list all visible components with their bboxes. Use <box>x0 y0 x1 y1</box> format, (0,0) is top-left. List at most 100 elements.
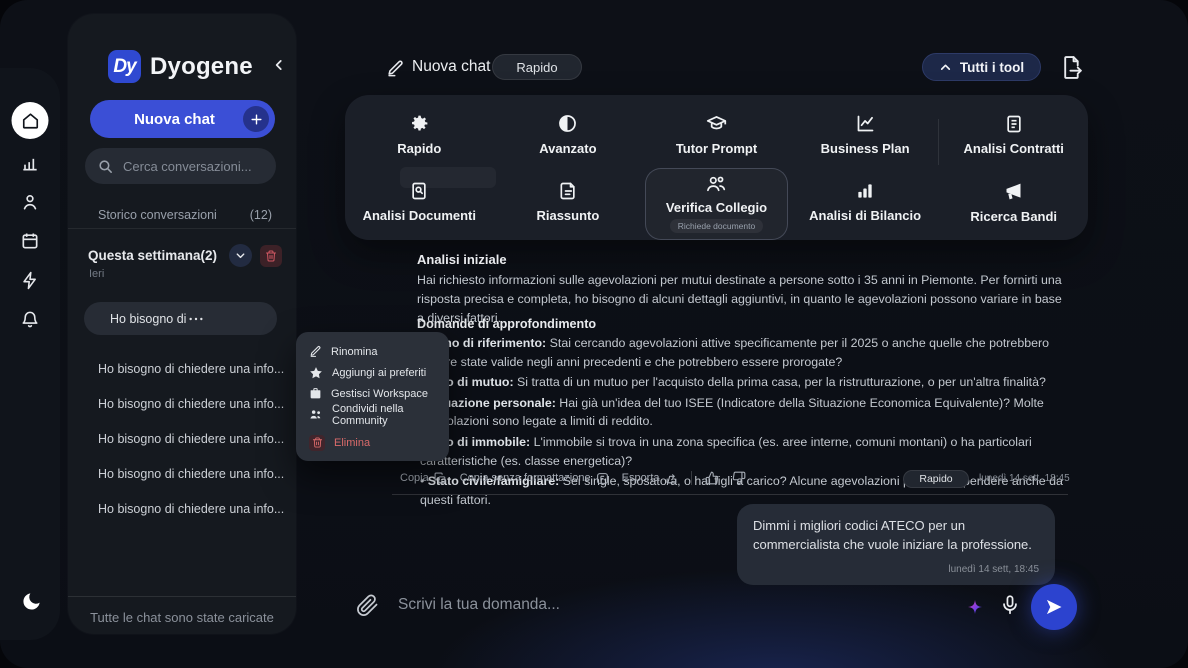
trash-icon <box>309 434 325 451</box>
export-button[interactable]: Esporta <box>622 472 678 485</box>
attach-button[interactable] <box>356 594 379 617</box>
copy-plain-button[interactable]: Copia senza formattazione <box>460 472 609 485</box>
message-timestamp: lunedì 14 sett, 18:45 <box>979 473 1070 484</box>
document-icon <box>558 181 578 201</box>
delete-group-button[interactable] <box>260 244 282 267</box>
tool-label: Avanzato <box>539 141 597 156</box>
menu-item-add-favorites[interactable]: Aggiungi ai preferiti <box>296 362 449 383</box>
thumbs-down-button[interactable] <box>732 471 746 485</box>
user-message-bubble: Dimmi i migliori codici ATECO per un com… <box>737 504 1055 585</box>
analytics-icon <box>20 153 40 173</box>
conversation-item[interactable]: Ho bisogno di chiedere una info... <box>98 502 285 516</box>
search-input[interactable] <box>123 158 299 174</box>
history-row: Storico conversazioni (12) <box>98 208 272 222</box>
line-chart-icon <box>855 113 876 134</box>
home-icon <box>21 112 39 130</box>
brand: Dy Dyogene <box>108 50 253 83</box>
bullet-item: Situazione personale: Hai già un'idea de… <box>420 394 1070 431</box>
rail-notifications-button[interactable] <box>21 310 40 329</box>
divider <box>690 471 692 485</box>
menu-item-label: Rinomina <box>331 345 378 358</box>
tools-panel: Rapido Avanzato Tutor Prompt Business Pl… <box>345 95 1088 240</box>
bullet-item: Anno di riferimento: Stai cercando agevo… <box>420 334 1070 371</box>
search-box <box>85 148 299 184</box>
mode-badge[interactable]: Rapido <box>492 54 582 80</box>
export-chat-button[interactable] <box>1060 55 1085 80</box>
document-search-icon <box>409 181 429 201</box>
conversation-item-active[interactable]: Ho bisogno di chiedere una... <box>84 302 277 335</box>
users-icon <box>705 175 727 193</box>
brand-name: Dyogene <box>150 52 253 80</box>
history-label: Storico conversazioni <box>98 208 217 222</box>
export-label: Esporta <box>621 472 660 484</box>
group-title: Questa settimana(2) <box>88 248 218 263</box>
profile-icon <box>20 192 40 212</box>
icon-rail <box>0 68 60 640</box>
conversation-item[interactable]: Ho bisogno di chiedere una info... <box>98 432 285 446</box>
more-options-icon[interactable] <box>188 316 266 322</box>
tool-riassunto[interactable]: Riassunto <box>494 164 643 240</box>
menu-item-label: Aggiungi ai preferiti <box>332 366 427 379</box>
divider <box>938 119 940 165</box>
thumbs-up-button[interactable] <box>705 471 719 485</box>
tool-label: Rapido <box>397 141 442 156</box>
bullet-item: Tipo di mutuo: Si tratta di un mutuo per… <box>420 373 1070 392</box>
gear-icon <box>409 113 430 134</box>
rail-home-button[interactable] <box>11 102 49 139</box>
tool-label: Analisi Contratti <box>963 140 1064 156</box>
copy-label: Copia <box>400 472 429 484</box>
ai-sparkle-button[interactable] <box>963 595 987 619</box>
message-mode-badge: Rapido <box>903 470 969 488</box>
rail-flash-button[interactable] <box>21 271 40 290</box>
send-button[interactable] <box>1031 584 1077 630</box>
tools-toggle-label: Tutti i tool <box>959 59 1025 75</box>
tool-avanzato[interactable]: Avanzato <box>494 105 643 164</box>
send-icon <box>1044 597 1064 617</box>
plus-icon <box>243 106 269 132</box>
tool-label: Analisi di Bilancio <box>809 208 922 223</box>
tool-business-plan[interactable]: Business Plan <box>791 105 940 165</box>
tool-label: Verifica Collegio <box>665 200 768 215</box>
section-title: Analisi iniziale <box>417 252 507 267</box>
history-count: (12) <box>249 208 272 222</box>
tool-tutor-prompt[interactable]: Tutor Prompt <box>642 105 791 164</box>
copy-button[interactable]: Copia <box>400 472 447 485</box>
tool-verifica-collegio[interactable]: Verifica Collegio Richiede documento <box>645 168 788 240</box>
tool-label: Riassunto <box>536 208 600 223</box>
new-chat-button[interactable]: Nuova chat <box>90 100 275 138</box>
collapse-group-button[interactable] <box>229 244 252 267</box>
contract-document-icon <box>1004 114 1024 134</box>
conversation-item[interactable]: Ho bisogno di chiedere una info... <box>98 467 285 481</box>
tool-label: Tutor Prompt <box>675 141 758 156</box>
tools-toggle-button[interactable]: Tutti i tool <box>922 53 1041 81</box>
rail-profile-button[interactable] <box>20 192 40 212</box>
conversation-label: Ho bisogno di chiedere una... <box>110 311 188 326</box>
menu-item-manage-workspace[interactable]: Gestisci Workspace <box>296 383 449 404</box>
menu-item-rename[interactable]: Rinomina <box>296 341 449 362</box>
tool-label: Ricerca Bandi <box>970 208 1058 224</box>
rail-calendar-button[interactable] <box>20 231 40 251</box>
briefcase-icon <box>309 387 322 400</box>
composer-input[interactable] <box>398 596 918 614</box>
menu-item-label: Condividi nella Community <box>332 402 404 427</box>
tool-analisi-documenti[interactable]: Analisi Documenti <box>345 164 494 240</box>
sidebar: Dy Dyogene Nuova chat Storico conversazi… <box>68 14 299 634</box>
tool-rapido[interactable]: Rapido <box>345 105 494 164</box>
tool-ricerca-bandi[interactable]: Ricerca Bandi <box>939 164 1088 240</box>
conversation-item[interactable]: Ho bisogno di chiedere una info... <box>98 397 285 411</box>
mic-button[interactable] <box>999 594 1021 616</box>
export-icon <box>665 472 678 485</box>
pencil-icon <box>309 345 322 358</box>
message-actions: Copia Copia senza formattazione Esporta <box>400 471 746 485</box>
sidebar-collapse-button[interactable] <box>272 58 286 72</box>
brand-logo: Dy <box>108 50 141 83</box>
menu-item-share-community[interactable]: Condividi nella Community <box>296 402 449 427</box>
chevron-down-icon <box>236 253 245 259</box>
conversation-item[interactable]: Ho bisogno di chiedere una info... <box>98 362 285 376</box>
menu-item-delete[interactable]: Elimina <box>296 432 449 453</box>
tool-analisi-di-bilancio[interactable]: Analisi di Bilancio <box>791 164 940 240</box>
theme-toggle[interactable] <box>20 590 43 613</box>
tool-analisi-contratti[interactable]: Analisi Contratti <box>939 105 1088 164</box>
rail-analytics-button[interactable] <box>20 153 40 173</box>
